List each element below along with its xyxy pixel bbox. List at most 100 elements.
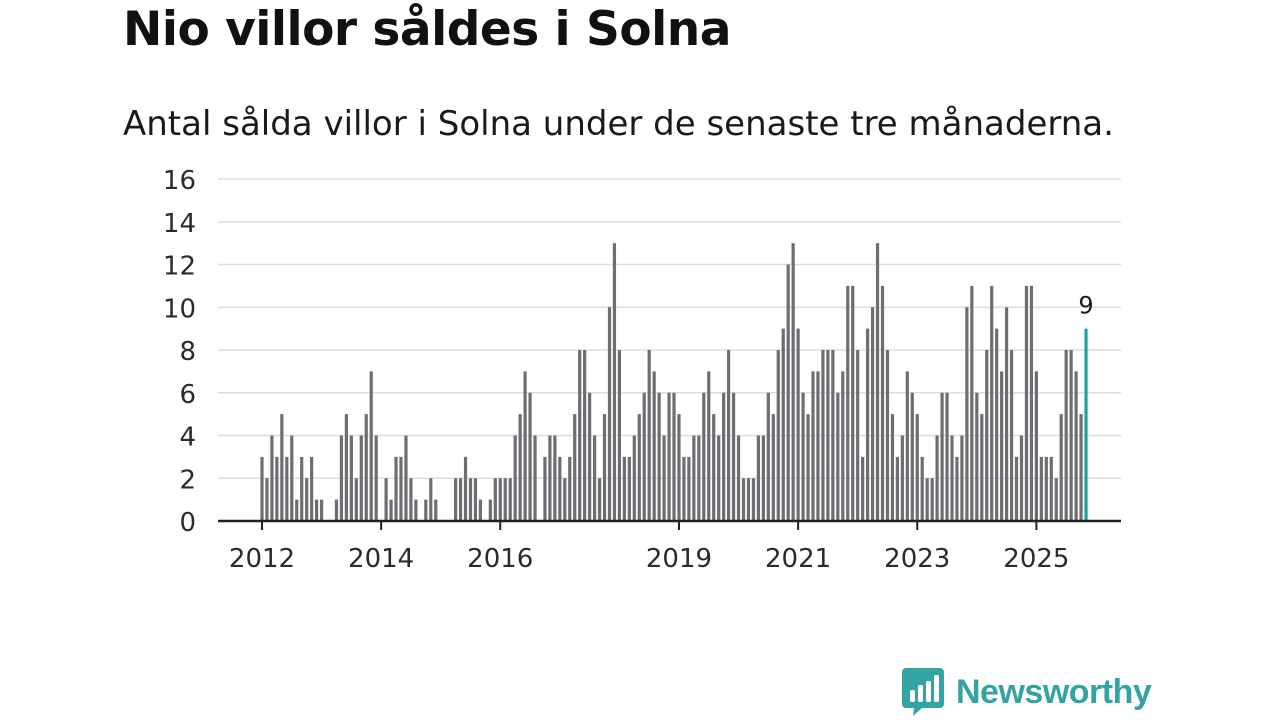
bar: [885, 350, 890, 521]
bar: [766, 392, 770, 521]
bar: [796, 328, 800, 522]
bar: [612, 243, 617, 522]
bar: [568, 456, 572, 522]
y-tick-label: 12: [163, 252, 196, 282]
bar: [960, 435, 964, 521]
bar: [533, 435, 537, 521]
bar: [334, 499, 339, 522]
bar: [761, 435, 765, 521]
bar: [985, 350, 989, 521]
bar: [1059, 414, 1063, 522]
bar: [558, 456, 562, 522]
bars: [260, 243, 1088, 522]
bar: [722, 392, 726, 521]
bar: [861, 456, 865, 522]
x-tick-label: 2025: [1003, 544, 1069, 574]
bar: [890, 414, 895, 522]
bar: [836, 392, 840, 521]
bar: [642, 392, 646, 521]
bar: [354, 478, 358, 521]
bar: [632, 435, 636, 521]
y-tick-label: 6: [179, 380, 196, 410]
bar: [687, 456, 691, 522]
bar: [866, 328, 870, 522]
bar: [1014, 456, 1019, 522]
bar: [776, 350, 780, 521]
bar: [910, 392, 914, 521]
bar: [925, 478, 929, 521]
bar: [409, 478, 413, 521]
bar: [692, 435, 696, 521]
bar: [265, 478, 269, 521]
bar: [945, 392, 949, 521]
bar: [399, 456, 403, 522]
bar: [275, 456, 279, 522]
bar: [458, 478, 463, 521]
bar: [791, 243, 795, 522]
bar: [468, 478, 473, 521]
bar: [300, 456, 304, 522]
bar: [622, 456, 626, 522]
bar: [950, 435, 954, 521]
bar: [870, 307, 875, 521]
bar: [707, 371, 711, 522]
bar: [821, 350, 825, 521]
bar: [285, 456, 289, 522]
bar: [1044, 456, 1048, 522]
bar: [965, 307, 969, 521]
bar: [826, 350, 830, 521]
bar: [1074, 371, 1078, 522]
bar: [374, 435, 378, 521]
bar: [647, 350, 651, 521]
bar: [851, 285, 855, 522]
bar: [543, 456, 547, 522]
bar: [1054, 478, 1058, 521]
bar: [344, 414, 348, 522]
bar: [305, 478, 309, 521]
newsworthy-logo-text: Newsworthy: [956, 672, 1152, 711]
bar: [955, 456, 959, 522]
x-tick-label: 2012: [229, 544, 295, 574]
bar: [508, 478, 512, 521]
bar: [677, 414, 681, 522]
bar: [682, 456, 686, 522]
bar: [523, 371, 527, 522]
bar: [930, 478, 934, 521]
bar: [1069, 350, 1073, 521]
bar: [935, 435, 939, 521]
bar: [553, 435, 557, 521]
bar: [339, 435, 344, 521]
bar: [404, 435, 408, 521]
bar: [473, 478, 478, 521]
bar: [717, 435, 721, 521]
bar: [414, 499, 418, 522]
bar: [319, 499, 324, 522]
x-axis-ticks: 2012 2014 2016 2019 2021 2023 2025: [229, 521, 1069, 574]
bar: [607, 307, 612, 521]
bar: [389, 499, 393, 522]
bar: [528, 392, 532, 521]
bar: [315, 499, 319, 522]
chart-title: Nio villor såldes i Solna: [123, 2, 731, 57]
bar: [1039, 456, 1043, 522]
bar: [454, 478, 458, 521]
y-axis-ticks: 0 2 4 6 8 10 12 14 16: [163, 166, 196, 538]
bar: [995, 328, 999, 522]
bar: [751, 478, 756, 521]
bar: [434, 499, 438, 522]
bar: [657, 392, 661, 521]
bar: [394, 456, 398, 522]
newsworthy-logo: Newsworthy: [902, 668, 1152, 716]
bar: [786, 264, 790, 521]
bar: [518, 414, 522, 522]
bar: [1034, 371, 1038, 522]
bar: [1079, 414, 1083, 522]
bar: [990, 285, 994, 522]
bar-highlight: [1084, 328, 1088, 522]
bar: [503, 478, 507, 521]
bar: [578, 350, 582, 521]
bar: [915, 414, 919, 522]
bar: [617, 350, 622, 521]
bar: [895, 456, 899, 522]
bar: [602, 414, 607, 522]
